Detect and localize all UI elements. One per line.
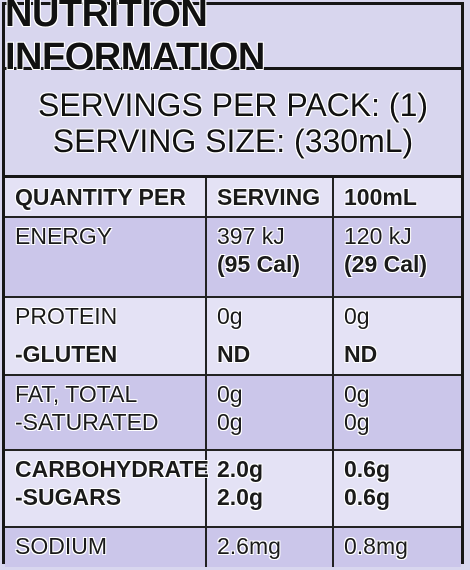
energy-serving-cal: (95 Cal) bbox=[217, 251, 301, 277]
energy-per100-cal: (29 Cal) bbox=[344, 251, 428, 277]
sugars-label: -SUGARS bbox=[15, 484, 122, 510]
header-serving: SERVING bbox=[205, 178, 333, 218]
sodium-serving: 2.6mg bbox=[217, 533, 281, 559]
fat-total-per100: 0g bbox=[344, 381, 370, 407]
protein-per100: 0g bbox=[344, 303, 370, 329]
header-quantity-per: QUANTITY PER bbox=[5, 178, 206, 218]
servings-block: SERVINGS PER PACK: (1) SERVING SIZE: (33… bbox=[5, 70, 461, 178]
header-100ml: 100mL bbox=[332, 178, 461, 218]
sodium-per100: 0.8mg bbox=[344, 533, 408, 559]
sodium-label: SODIUM bbox=[15, 533, 107, 559]
table-row-carbohydrate: CARBOHYDRATE -SUGARS 2.0g 2.0g 0.6g 0.6g bbox=[5, 450, 461, 528]
fat-total-label: FAT, TOTAL bbox=[15, 381, 138, 407]
servings-per-pack: SERVINGS PER PACK: (1) bbox=[37, 86, 429, 123]
panel-title: NUTRITION INFORMATION bbox=[5, 0, 461, 78]
gluten-serving: ND bbox=[217, 341, 251, 367]
nutrition-table: QUANTITY PER SERVING 100mL ENERGY 397 kJ… bbox=[5, 178, 461, 567]
table-row-sodium: SODIUM 2.6mg 0.8mg bbox=[5, 527, 461, 567]
energy-label: ENERGY bbox=[15, 223, 113, 249]
table-row-fat: FAT, TOTAL -SATURATED 0g 0g 0g 0g bbox=[5, 375, 461, 451]
fat-total-serving: 0g bbox=[217, 381, 243, 407]
protein-serving: 0g bbox=[217, 303, 243, 329]
saturated-serving: 0g bbox=[217, 409, 243, 435]
nutrition-panel: NUTRITION INFORMATION SERVINGS PER PACK:… bbox=[2, 0, 464, 567]
saturated-per100: 0g bbox=[344, 409, 370, 435]
gluten-label: -GLUTEN bbox=[15, 341, 118, 367]
saturated-label: -SATURATED bbox=[15, 409, 159, 435]
protein-label: PROTEIN bbox=[15, 303, 118, 329]
carbohydrate-per100: 0.6g bbox=[344, 456, 391, 482]
energy-serving: 397 kJ bbox=[217, 223, 285, 249]
table-header-row: QUANTITY PER SERVING 100mL bbox=[5, 178, 461, 218]
table-row-energy: ENERGY 397 kJ (95 Cal) 120 kJ (29 Cal) bbox=[5, 217, 461, 298]
carbohydrate-label: CARBOHYDRATE bbox=[15, 456, 209, 482]
carbohydrate-serving: 2.0g bbox=[217, 456, 264, 482]
serving-size: SERVING SIZE: (330mL) bbox=[52, 122, 414, 159]
sugars-per100: 0.6g bbox=[344, 484, 391, 510]
table-row-protein: PROTEIN -GLUTEN 0g ND 0g ND bbox=[5, 297, 461, 376]
gluten-per100: ND bbox=[344, 341, 378, 367]
energy-per100: 120 kJ bbox=[344, 223, 412, 249]
sugars-serving: 2.0g bbox=[217, 484, 264, 510]
